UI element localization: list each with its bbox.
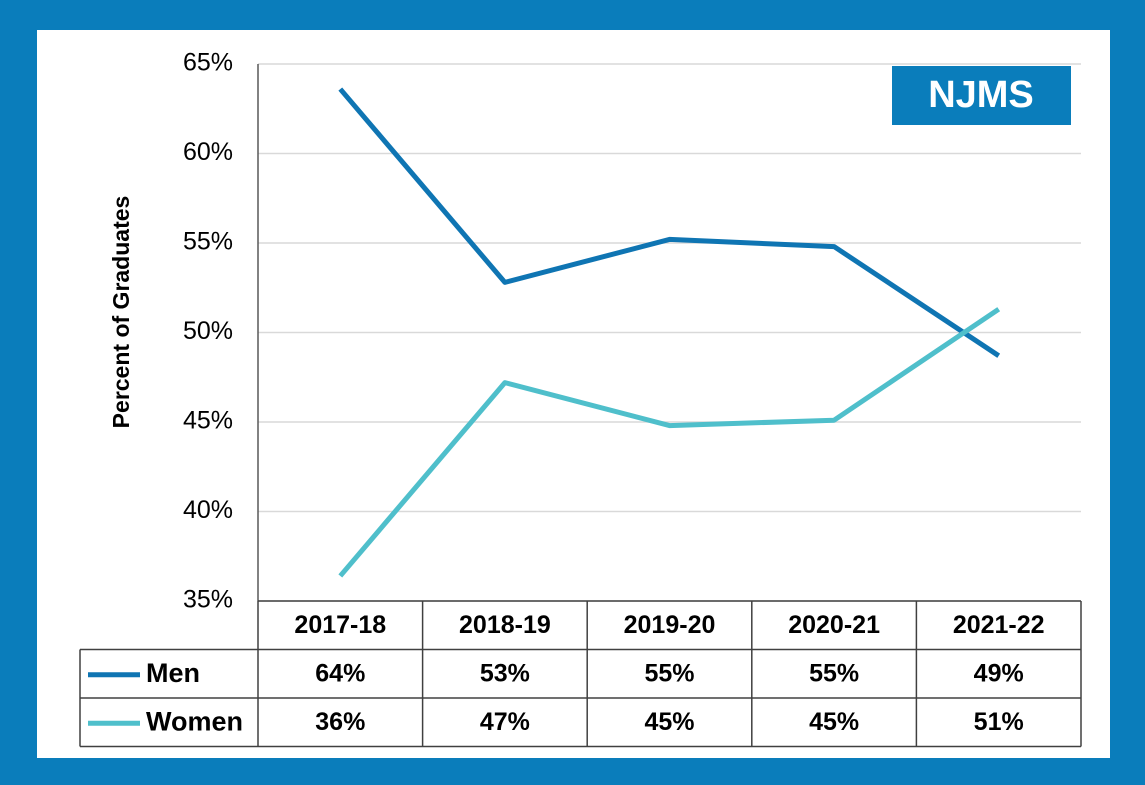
y-axis-title: Percent of Graduates [108,196,134,429]
panel [37,30,1110,758]
series-line [338,307,1001,578]
data-label: 36% [315,708,365,736]
y-tick-label: 40% [183,496,233,524]
data-label: 55% [809,659,859,687]
legend-label: Men [146,658,200,688]
y-tick-label: 60% [183,138,233,166]
y-tick-label: 35% [183,586,233,614]
y-tick-label: 55% [183,228,233,256]
y-tick-label: 45% [183,407,233,435]
annotation-box [892,66,1071,125]
data-label: 53% [480,659,530,687]
x-tick-label: 2020-21 [788,611,880,639]
annotation: NJMS [928,74,1034,116]
data-label: 45% [644,708,694,736]
data-label: 55% [644,659,694,687]
data-label: 45% [809,708,859,736]
x-tick-label: 2021-22 [953,611,1045,639]
x-tick-label: 2019-20 [624,611,716,639]
series-line [338,87,1001,358]
data-label: 47% [480,708,530,736]
y-tick-label: 65% [183,49,233,77]
legend-label: Women [146,706,243,736]
data-label: 64% [315,659,365,687]
data-label: 49% [974,659,1024,687]
x-tick-label: 2018-19 [459,611,551,639]
y-tick-label: 50% [183,317,233,345]
x-tick-label: 2017-18 [294,611,386,639]
data-label: 51% [974,708,1024,736]
